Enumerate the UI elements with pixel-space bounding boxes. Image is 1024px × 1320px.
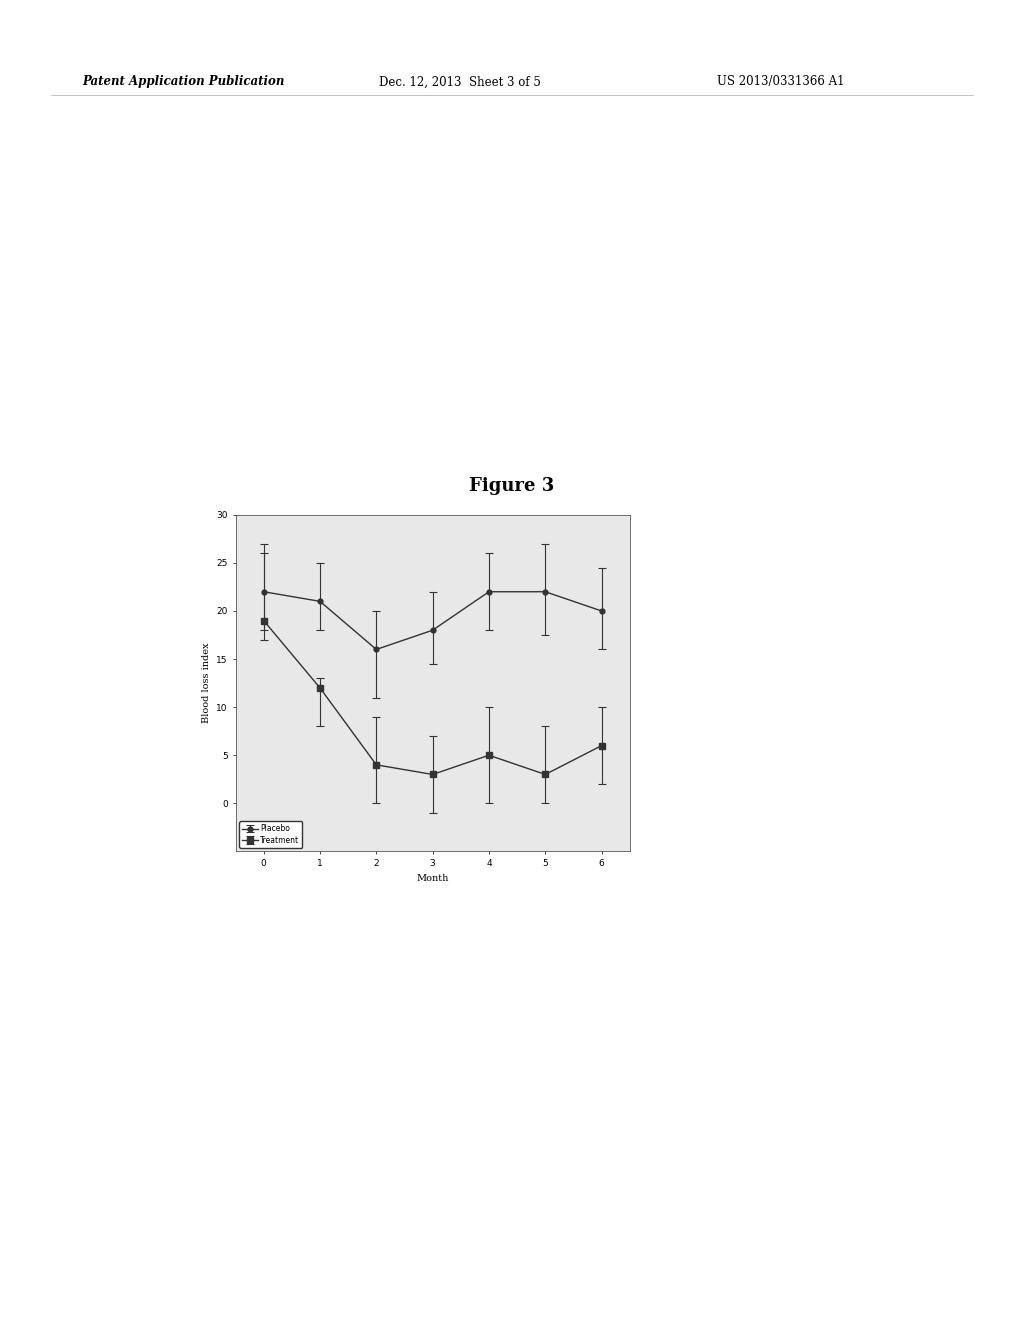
Legend: Placebo, Treatment: Placebo, Treatment [240,821,302,847]
Text: Figure 3: Figure 3 [469,477,555,495]
Text: Patent Application Publication: Patent Application Publication [82,75,285,88]
X-axis label: Month: Month [417,874,449,883]
Text: US 2013/0331366 A1: US 2013/0331366 A1 [717,75,845,88]
Text: Dec. 12, 2013  Sheet 3 of 5: Dec. 12, 2013 Sheet 3 of 5 [379,75,541,88]
Y-axis label: Blood loss index: Blood loss index [202,643,211,723]
